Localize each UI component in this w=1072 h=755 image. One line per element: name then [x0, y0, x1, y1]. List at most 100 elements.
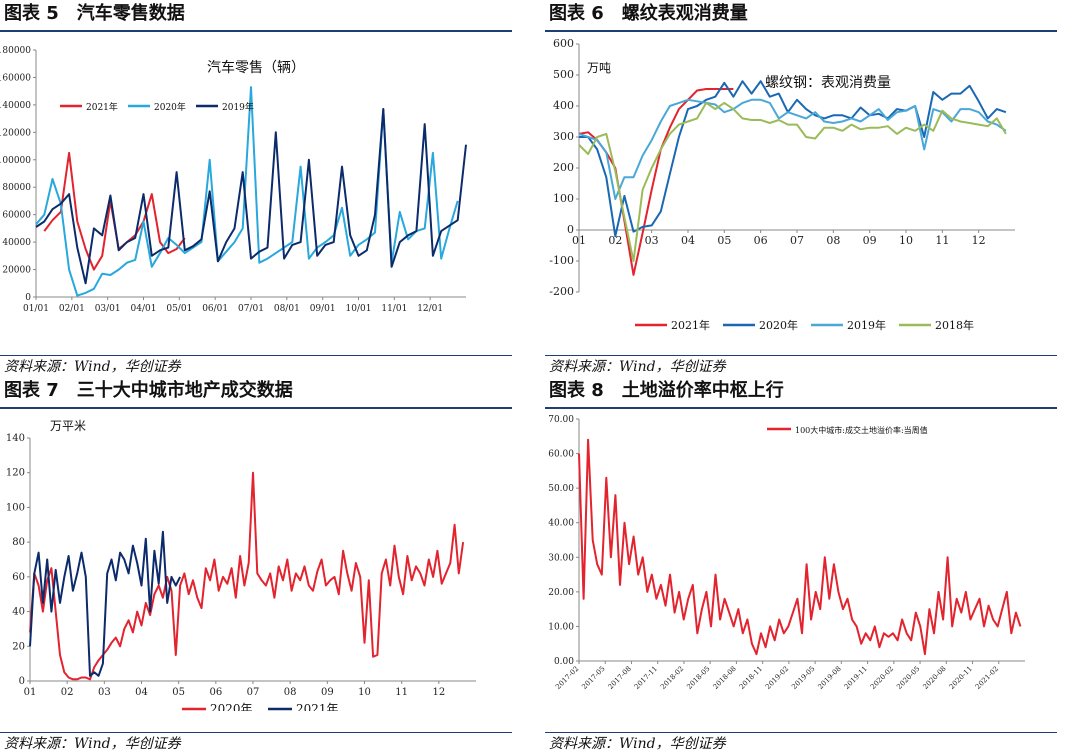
- x-tick-label: 2018-02: [659, 665, 685, 691]
- x-tick-label: 2020-02: [869, 665, 895, 691]
- y-tick-label: 0.00: [554, 657, 574, 667]
- x-tick-label: 04: [681, 234, 695, 247]
- y-tick-label: 10.00: [548, 622, 574, 632]
- y-tick-label: 60: [12, 572, 25, 583]
- chart-8-plot: 0.00 10.00 20.00 30.00 40.00 50.00 60.00 70.00 2…: [548, 415, 1025, 691]
- chart-8-source: 资料来源：Wind，华创证券: [545, 732, 1057, 754]
- chart-8-group: 0.00 10.00 20.00 30.00 40.00 50.00 60.00 70.00 2…: [548, 415, 1025, 691]
- x-tick-label: 2019-08: [817, 665, 843, 691]
- chart-inner-title: 汽车零售（辆）: [207, 59, 305, 76]
- y-tick-label: -200: [549, 285, 574, 298]
- y-tick-label: 70.00: [548, 415, 574, 425]
- x-tick-label: 2019-02: [764, 665, 790, 691]
- x-tick-label: 11: [935, 234, 949, 247]
- y-tick-label: 40.00: [548, 519, 574, 529]
- series-line-2019年: [578, 98, 1007, 200]
- y-tick-label: 140: [6, 433, 25, 444]
- series-line-2019年: [35, 108, 467, 285]
- y-unit-label: 万吨: [587, 61, 611, 75]
- x-tick-label: 10/01: [346, 304, 372, 314]
- x-tick-label: 2017-11: [633, 665, 659, 691]
- series-line-100大中城市:成交土地溢价率:当周值: [578, 438, 1022, 656]
- x-tick-label: 2018-05: [685, 665, 711, 691]
- chart-6-title: 图表 6 螺纹表观消费量: [545, 0, 1057, 32]
- x-tick-label: 07/01: [238, 304, 264, 314]
- chart-5-group: 0 20000 40000 60000 80000 100000 120000 140000 1…: [0, 46, 467, 314]
- x-tick-label: 2020-05: [895, 665, 921, 691]
- chart-5-source: 资料来源：Wind，华创证券: [0, 355, 512, 377]
- y-tick-label: 0: [19, 676, 25, 687]
- x-tick-label: 02/01: [59, 304, 85, 314]
- x-tick-label: 12: [432, 687, 445, 698]
- y-tick-label: 0: [567, 223, 574, 236]
- y-tick-label: 500: [553, 68, 574, 81]
- x-tick-label: 08/01: [274, 304, 300, 314]
- y-tick-label: 120000: [0, 128, 31, 138]
- y-unit-label: 万平米: [50, 419, 86, 433]
- x-tick-label: 08: [826, 234, 840, 247]
- chart-6-source: 资料来源：Wind，华创证券: [545, 355, 1057, 377]
- x-tick-label: 02: [608, 234, 622, 247]
- legend-label: 2019年: [847, 318, 886, 332]
- series-line-2021年: [578, 88, 734, 276]
- x-tick-label: 2020-11: [948, 665, 974, 691]
- y-tick-label: 100: [553, 192, 574, 205]
- legend-label: 2020年: [759, 318, 798, 332]
- y-tick-label: 100: [6, 502, 25, 513]
- y-tick-label: 80000: [2, 183, 31, 193]
- legend-label: 2018年: [935, 318, 974, 332]
- x-tick-label: 01: [572, 234, 586, 247]
- y-tick-label: 140000: [0, 101, 31, 111]
- legend-label: 2019年: [222, 101, 254, 113]
- y-tick-label: 180000: [0, 46, 31, 56]
- x-tick-label: 09: [863, 234, 877, 247]
- panel-chart-6: 图表 6 螺纹表观消费量 -200 -100 0 100 200 300 400 500 600…: [545, 0, 1057, 377]
- y-tick-label: 30.00: [548, 553, 574, 563]
- x-tick-label: 03/01: [95, 304, 121, 314]
- chart-7-plot: 0 20 40 60 80 100 120 140 01 02 03 04 05 06 07 08 09 10 11…: [6, 419, 476, 711]
- x-tick-label: 09: [321, 687, 334, 698]
- series-line-2021年: [43, 151, 186, 271]
- chart-7-source: 资料来源：Wind，华创证券: [0, 732, 512, 754]
- x-tick-label: 2021-02: [974, 665, 1000, 691]
- y-tick-label: 20000: [2, 266, 31, 276]
- y-tick-label: 60000: [2, 211, 31, 221]
- chart-inner-title: 螺纹钢：表观消费量: [765, 75, 891, 91]
- x-tick-label: 2019-05: [790, 665, 816, 691]
- x-tick-label: 04/01: [131, 304, 157, 314]
- chart-6-group: -200 -100 0 100 200 300 400 500 600 01 02 03 04 05 06 0…: [549, 37, 1015, 332]
- chart-5-title: 图表 5 汽车零售数据: [0, 0, 512, 32]
- x-tick-label: 05: [717, 234, 731, 247]
- x-tick-label: 2017-08: [607, 665, 633, 691]
- y-tick-label: 160000: [0, 73, 31, 83]
- x-tick-label: 01: [24, 687, 37, 698]
- legend-label: 2020年: [154, 101, 186, 113]
- x-tick-label: 2017-05: [580, 665, 606, 691]
- x-tick-label: 07: [247, 687, 260, 698]
- series-line-2020年: [579, 80, 1007, 238]
- y-tick-label: 20.00: [548, 588, 574, 598]
- panel-chart-5: 图表 5 汽车零售数据 0 20000 40000 60000 80000 100000 1…: [0, 0, 512, 377]
- x-tick-label: 2019-11: [843, 665, 869, 691]
- x-tick-label: 05/01: [166, 304, 192, 314]
- x-tick-label: 06: [209, 687, 222, 698]
- x-tick-label: 06/01: [202, 304, 228, 314]
- legend-label: 100大中城市:成交土地溢价率:当周值: [795, 425, 928, 435]
- series-line-2020年: [29, 471, 465, 681]
- y-tick-label: 120: [6, 468, 25, 479]
- x-tick-label: 06: [754, 234, 768, 247]
- x-tick-label: 04: [135, 687, 148, 698]
- x-tick-label: 02: [61, 687, 74, 698]
- y-tick-label: 40: [12, 607, 25, 618]
- y-tick-label: 200: [553, 161, 574, 174]
- legend-label: 2021年: [671, 318, 710, 332]
- x-tick-label: 2018-11: [738, 665, 764, 691]
- chart-8-title: 图表 8 土地溢价率中枢上行: [545, 377, 1057, 409]
- chart-7-title: 图表 7 三十大中城市地产成交数据: [0, 377, 512, 409]
- y-tick-label: 600: [553, 37, 574, 50]
- y-tick-label: 100000: [0, 156, 31, 166]
- y-tick-label: 400: [553, 99, 574, 112]
- legend-label: 2020年: [210, 702, 253, 711]
- chart-6-plot: -200 -100 0 100 200 300 400 500 600 01 02 03 04 05 06 0…: [549, 37, 1015, 332]
- x-tick-label: 12/01: [417, 304, 443, 314]
